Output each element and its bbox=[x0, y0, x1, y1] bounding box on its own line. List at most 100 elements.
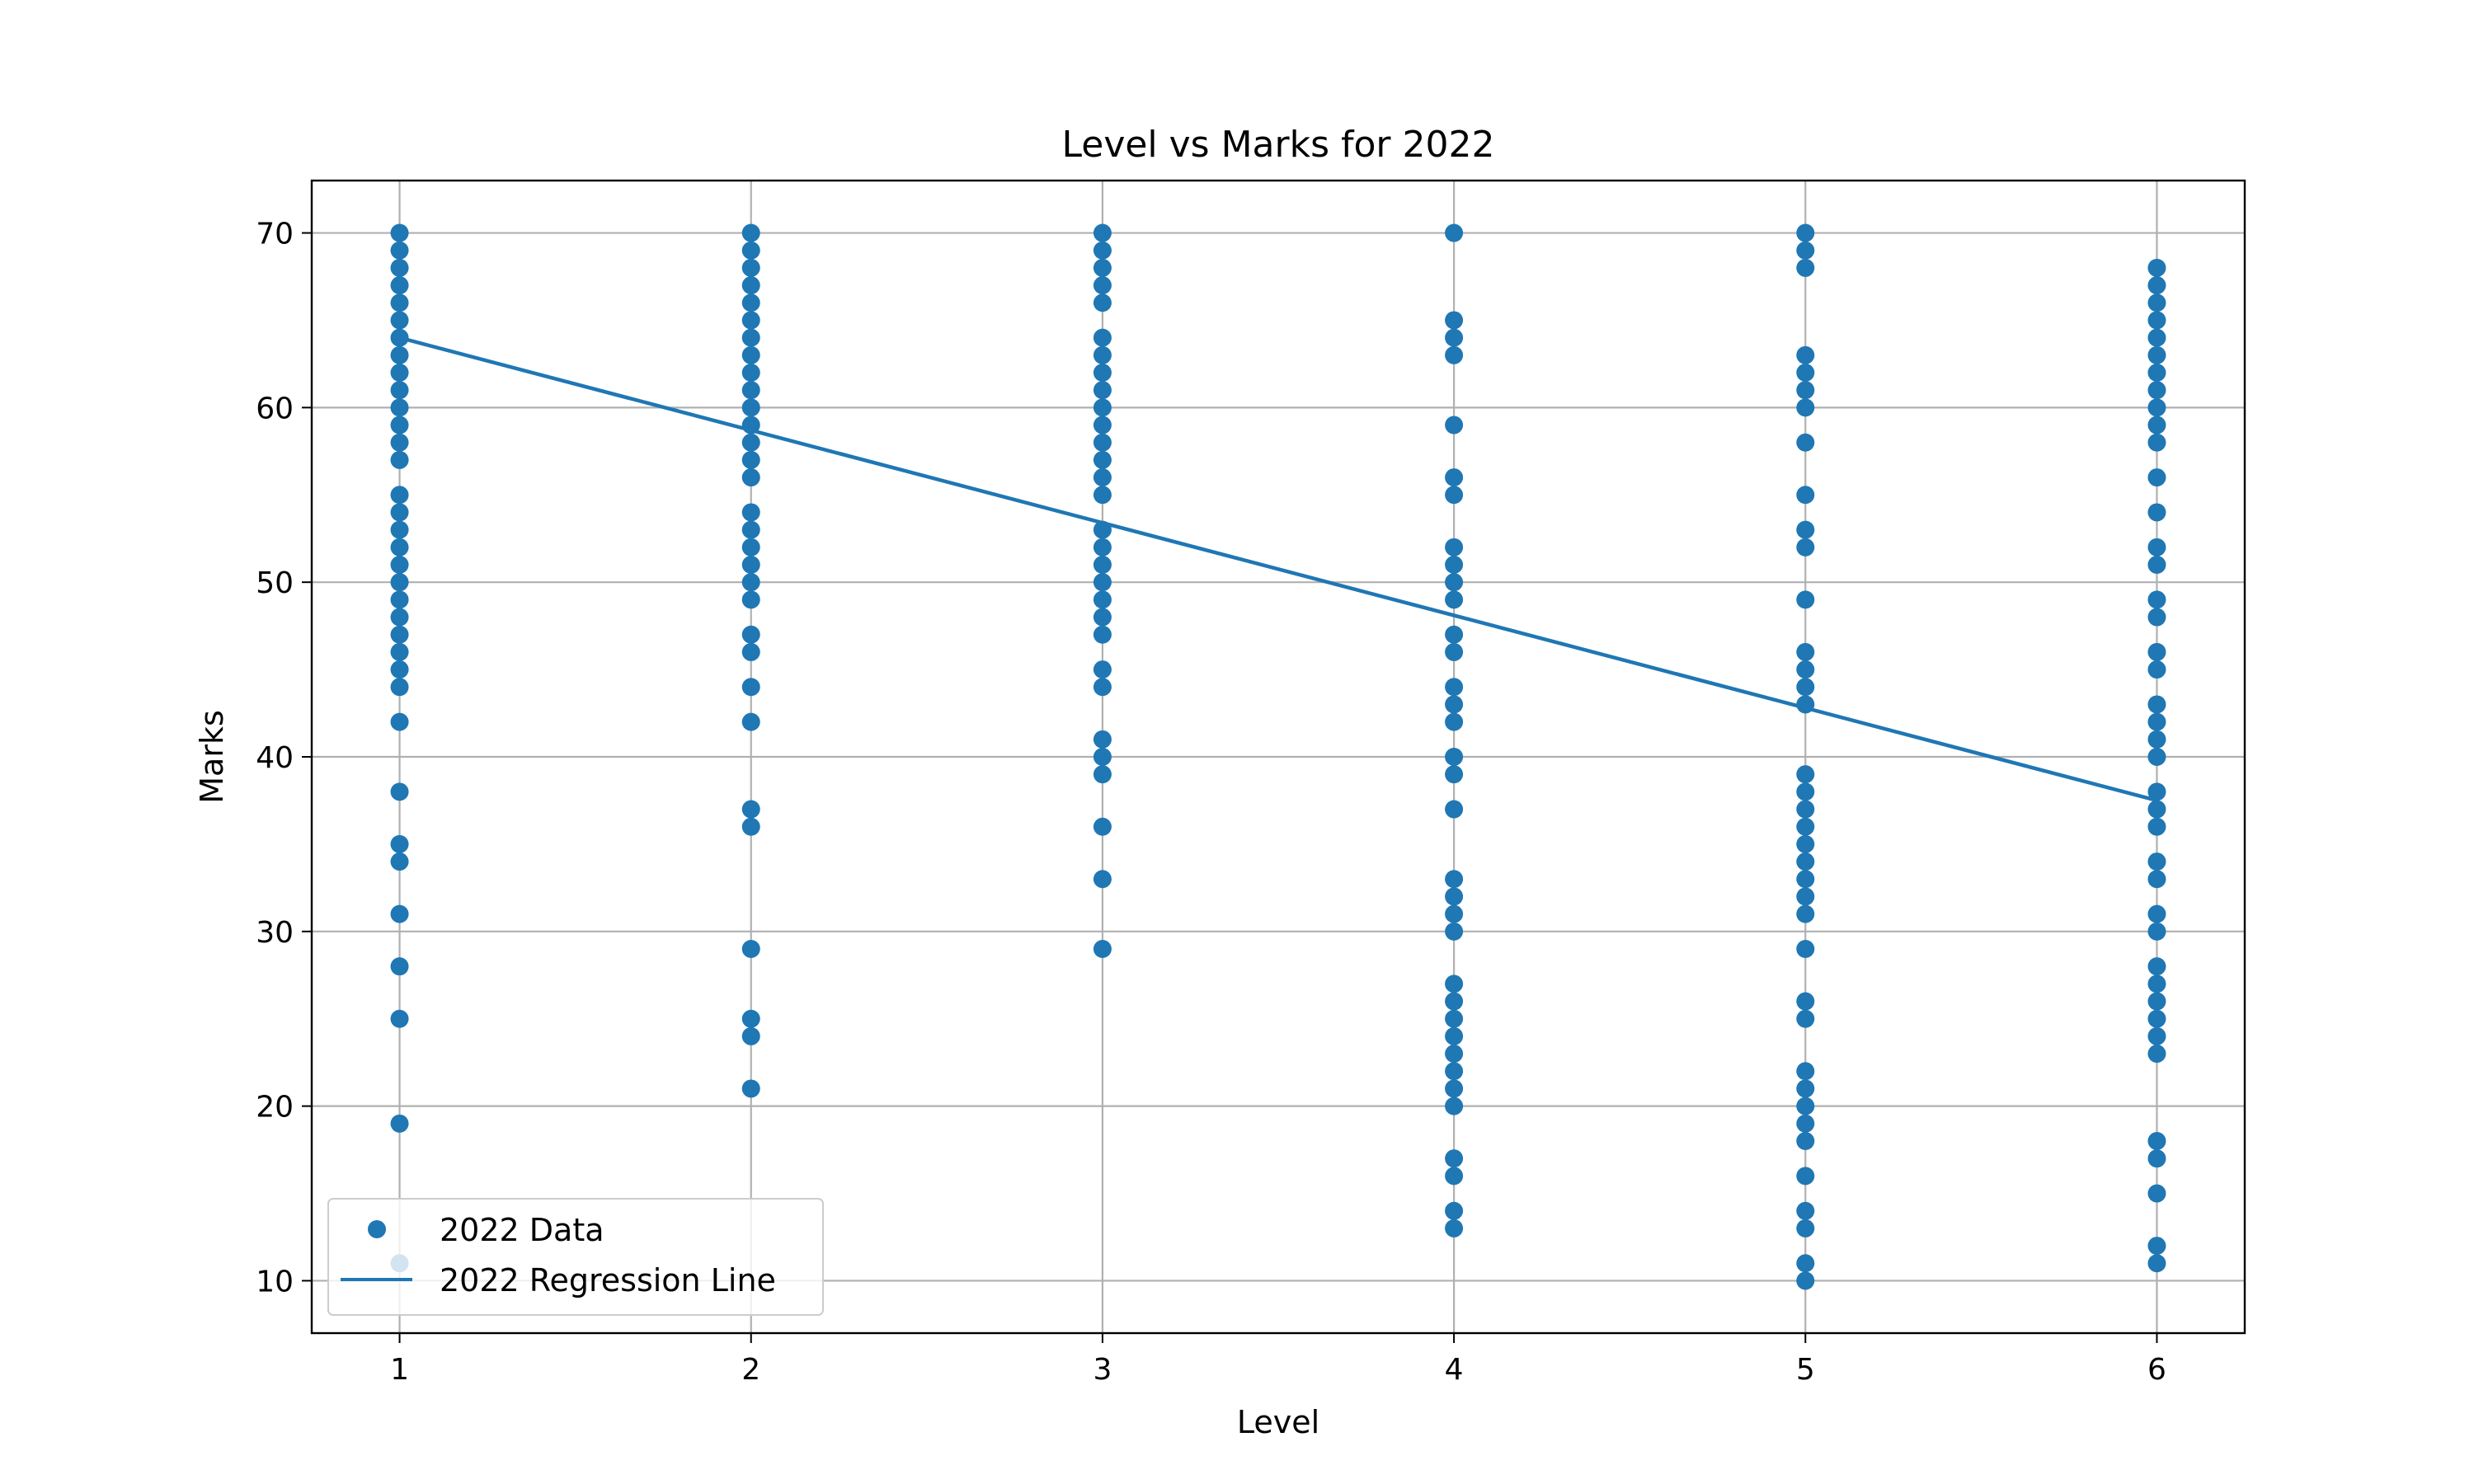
data-point bbox=[2147, 398, 2166, 417]
data-point bbox=[2147, 1132, 2166, 1150]
data-point bbox=[2147, 503, 2166, 522]
data-point bbox=[741, 381, 760, 400]
data-point bbox=[1796, 1114, 1815, 1133]
data-point bbox=[2147, 782, 2166, 801]
data-point bbox=[2147, 992, 2166, 1011]
data-point bbox=[1796, 800, 1815, 819]
y-tick-label: 40 bbox=[256, 741, 294, 775]
data-point bbox=[1093, 258, 1112, 277]
data-point bbox=[1093, 730, 1112, 749]
data-point bbox=[1796, 590, 1815, 609]
data-point bbox=[1796, 364, 1815, 382]
data-point bbox=[390, 782, 409, 801]
data-point bbox=[1445, 538, 1464, 556]
data-point bbox=[390, 398, 409, 417]
data-point bbox=[2147, 276, 2166, 295]
data-point bbox=[741, 590, 760, 609]
data-point bbox=[741, 294, 760, 312]
y-tick-label: 30 bbox=[256, 916, 294, 950]
data-point bbox=[1796, 660, 1815, 679]
data-point bbox=[390, 852, 409, 871]
data-point bbox=[1796, 345, 1815, 364]
data-point bbox=[741, 556, 760, 574]
data-point bbox=[741, 520, 760, 539]
data-point bbox=[390, 294, 409, 312]
data-point bbox=[1796, 765, 1815, 784]
data-point bbox=[390, 538, 409, 556]
data-point bbox=[1093, 590, 1112, 609]
data-point bbox=[1796, 1219, 1815, 1237]
data-point bbox=[390, 590, 409, 609]
data-point bbox=[2147, 538, 2166, 556]
data-point bbox=[390, 486, 409, 505]
data-point bbox=[1445, 800, 1464, 819]
data-point bbox=[1093, 345, 1112, 364]
data-point bbox=[2147, 416, 2166, 434]
x-tick-label: 2 bbox=[741, 1353, 760, 1387]
ticks: 1 2 3 4 5 6 10 20 30 40 50 60 70 bbox=[256, 218, 2166, 1387]
legend-label-data: 2022 Data bbox=[440, 1212, 604, 1248]
data-point bbox=[1093, 364, 1112, 382]
data-point bbox=[1796, 486, 1815, 505]
data-point bbox=[741, 538, 760, 556]
data-point bbox=[741, 940, 760, 958]
data-point bbox=[741, 1009, 760, 1028]
data-point bbox=[741, 503, 760, 522]
data-point bbox=[741, 678, 760, 697]
data-point bbox=[1445, 887, 1464, 906]
data-point bbox=[741, 800, 760, 819]
data-point bbox=[390, 433, 409, 452]
data-point bbox=[1093, 748, 1112, 766]
legend-marker-scatter bbox=[368, 1220, 386, 1238]
data-point bbox=[1445, 311, 1464, 330]
x-tick-label: 6 bbox=[2147, 1353, 2166, 1387]
data-point bbox=[2147, 922, 2166, 941]
data-point bbox=[390, 625, 409, 644]
data-point bbox=[2147, 957, 2166, 976]
data-point bbox=[390, 573, 409, 592]
data-point bbox=[390, 223, 409, 242]
data-point bbox=[390, 381, 409, 400]
data-point bbox=[2147, 468, 2166, 487]
data-point bbox=[390, 345, 409, 364]
data-point bbox=[1445, 678, 1464, 697]
data-point bbox=[1796, 241, 1815, 260]
data-point bbox=[1796, 678, 1815, 697]
data-point bbox=[1445, 1149, 1464, 1168]
data-point bbox=[1796, 887, 1815, 906]
data-point bbox=[390, 834, 409, 853]
data-point bbox=[1796, 538, 1815, 556]
data-point bbox=[1796, 381, 1815, 400]
data-point bbox=[1796, 1009, 1815, 1028]
data-point bbox=[1093, 416, 1112, 434]
data-point bbox=[1445, 1045, 1464, 1064]
data-point bbox=[741, 573, 760, 592]
chart-title: Level vs Marks for 2022 bbox=[1062, 124, 1495, 166]
data-point bbox=[1445, 870, 1464, 889]
data-point bbox=[1796, 904, 1815, 923]
data-point bbox=[1796, 1167, 1815, 1186]
data-point bbox=[1445, 328, 1464, 347]
data-point bbox=[2147, 258, 2166, 277]
data-point bbox=[1093, 538, 1112, 556]
data-point bbox=[1093, 468, 1112, 487]
data-point bbox=[2147, 590, 2166, 609]
data-point bbox=[390, 678, 409, 697]
data-point bbox=[741, 345, 760, 364]
data-point bbox=[390, 1114, 409, 1133]
data-point bbox=[1093, 870, 1112, 889]
data-point bbox=[1093, 765, 1112, 784]
regression-line bbox=[398, 336, 2158, 803]
data-point bbox=[2147, 294, 2166, 312]
data-point bbox=[390, 642, 409, 661]
data-point bbox=[390, 503, 409, 522]
data-point bbox=[2147, 433, 2166, 452]
data-point bbox=[1093, 678, 1112, 697]
data-point bbox=[1445, 992, 1464, 1011]
data-point bbox=[1796, 642, 1815, 661]
data-point bbox=[1796, 782, 1815, 801]
data-point bbox=[741, 642, 760, 661]
data-point bbox=[1796, 1201, 1815, 1220]
data-point bbox=[2147, 345, 2166, 364]
